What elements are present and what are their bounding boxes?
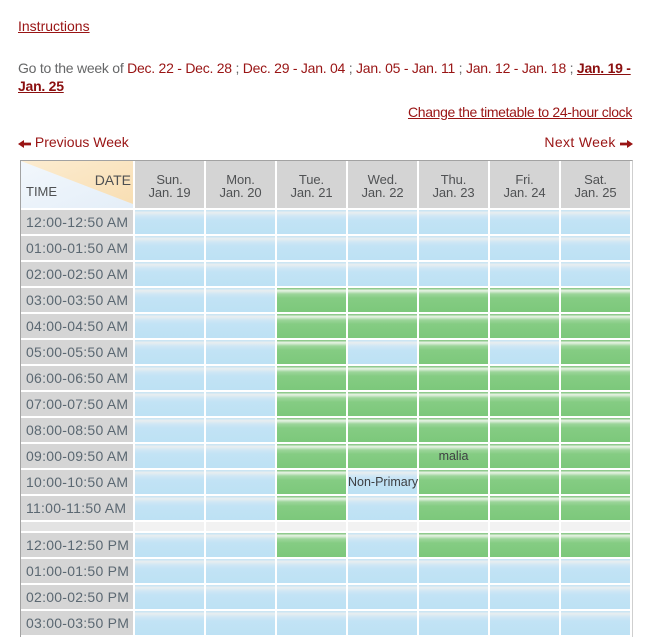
svg-text:TIME: TIME	[26, 184, 57, 199]
svg-text:DATE: DATE	[95, 172, 131, 188]
